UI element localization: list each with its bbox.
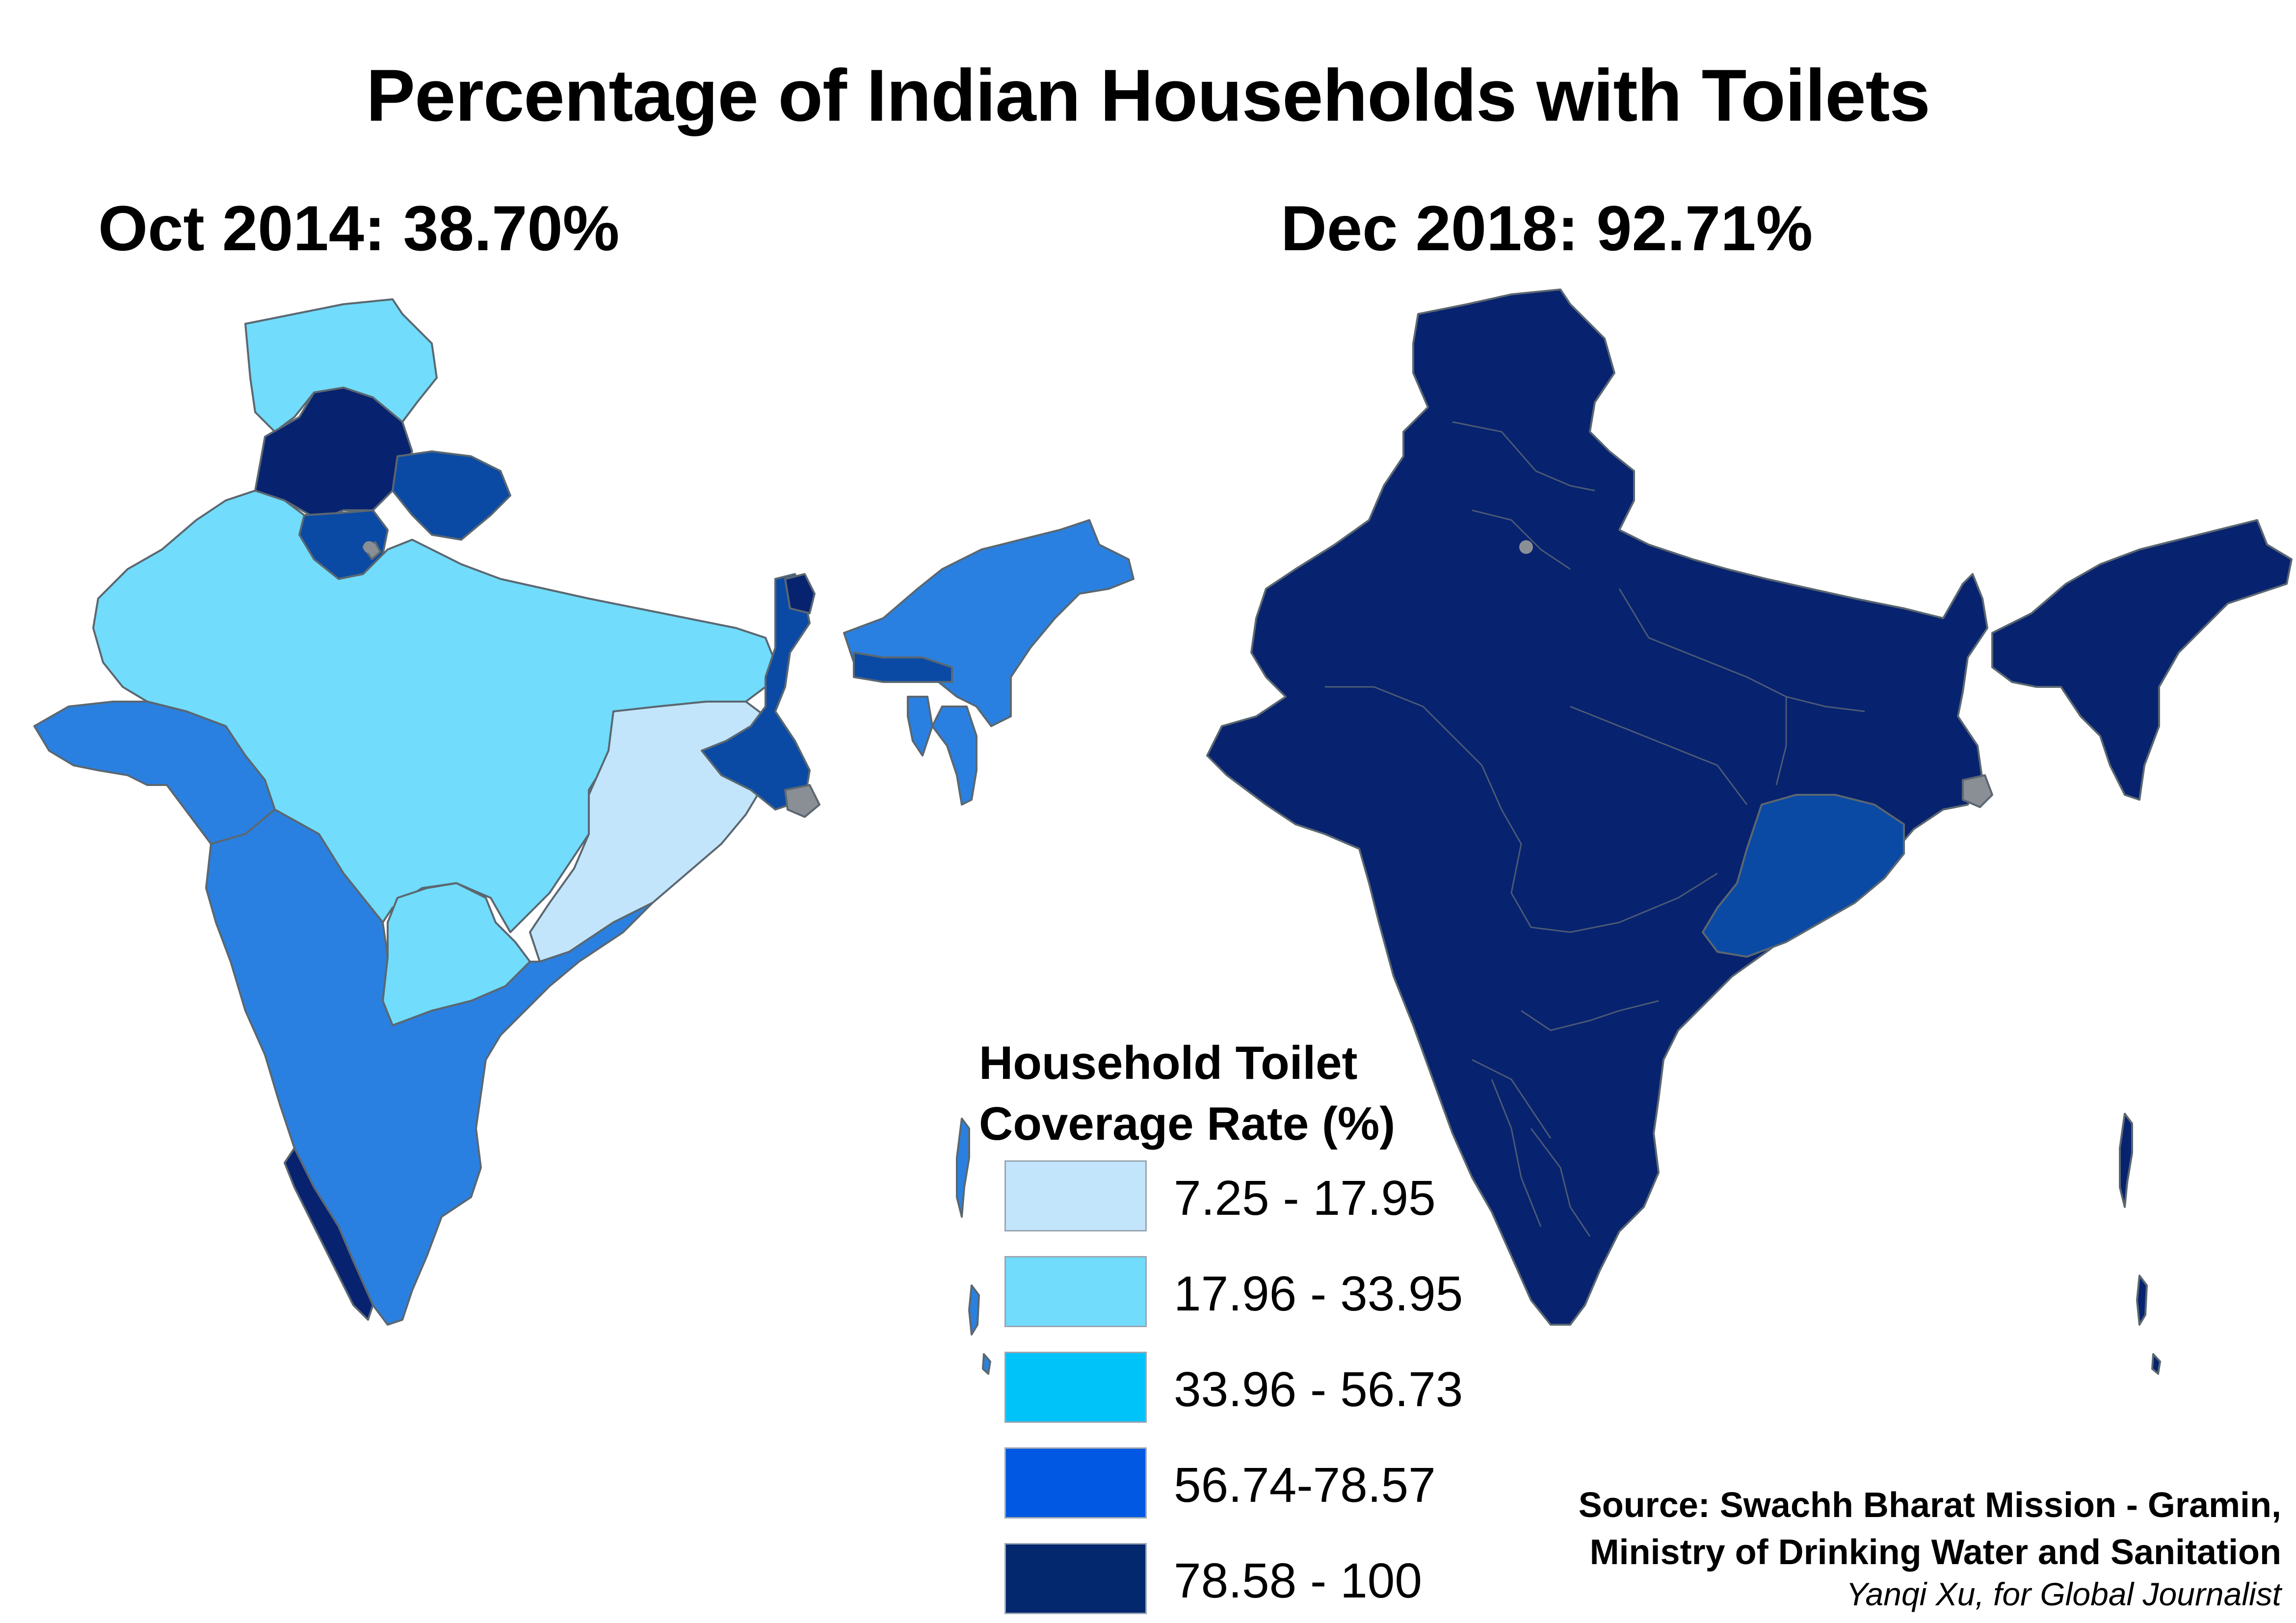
legend-swatch: [1004, 1256, 1147, 1327]
page-title: Percentage of Indian Households with Toi…: [366, 54, 1930, 136]
source-line2: Ministry of Drinking Water and Sanitatio…: [1589, 1533, 2281, 1572]
legend-swatch: [1004, 1352, 1147, 1423]
region-uttarakhand: [392, 450, 511, 541]
region-nicobar-islands-2018: [2136, 1275, 2148, 1326]
region-tripura: [907, 696, 933, 757]
legend-item: 7.25 - 17.95: [1004, 1160, 1446, 1234]
region-andaman-islands: [956, 1118, 970, 1218]
legend-title-line1: Household Toilet: [979, 1037, 1358, 1089]
india-map-2014: [33, 298, 1135, 1375]
legend-label: 78.58 - 100: [1174, 1553, 1422, 1608]
legend-label: 33.96 - 56.73: [1174, 1362, 1463, 1417]
legend-item: 33.96 - 56.73: [1004, 1352, 1463, 1425]
region-sikkim: [784, 573, 816, 614]
legend-swatch: [1004, 1447, 1147, 1518]
legend-item: 56.74-78.57: [1004, 1447, 1446, 1521]
legend-item: 17.96 - 33.95: [1004, 1256, 1463, 1330]
legend-label: 56.74-78.57: [1174, 1458, 1436, 1513]
source-block: Source: Swachh Bharat Mission - Gramin, …: [1579, 1482, 2281, 1612]
region-chandigarh: [363, 541, 375, 553]
legend-item: 78.58 - 100: [1004, 1543, 1446, 1617]
region-northeast-2018: [1991, 519, 2293, 801]
region-sundarbans-2018: [1962, 774, 1993, 808]
region-nicobar-islands: [968, 1284, 980, 1335]
region-chandigarh-2018: [1519, 540, 1533, 554]
legend-swatch: [1004, 1160, 1147, 1231]
panel-title-2018: Dec 2018: 92.71%: [1281, 192, 1813, 264]
region-nicobar-islands-south-2018: [2151, 1353, 2161, 1375]
legend-label: 17.96 - 33.95: [1174, 1266, 1463, 1321]
legend-title: Household Toilet Coverage Rate (%): [979, 1033, 1395, 1154]
legend-title-line2: Coverage Rate (%): [979, 1098, 1396, 1150]
region-meghalaya: [853, 652, 953, 683]
legend-swatch: [1004, 1543, 1147, 1614]
region-mizoram: [931, 706, 977, 806]
region-nicobar-islands-south: [982, 1353, 991, 1375]
region-sundarbans: [784, 784, 820, 818]
panel-title-2014: Oct 2014: 38.70%: [98, 192, 620, 264]
region-kerala: [284, 1147, 374, 1321]
region-assam: [843, 519, 1135, 727]
legend-label: 7.25 - 17.95: [1174, 1171, 1436, 1226]
region-odisha-2018: [1702, 794, 1905, 958]
author-credit: Yanqi Xu, for Global Journalist: [1846, 1576, 2281, 1612]
source-line1: Source: Swachh Bharat Mission - Gramin,: [1578, 1486, 2281, 1525]
region-andaman-islands-2018: [2119, 1113, 2133, 1208]
